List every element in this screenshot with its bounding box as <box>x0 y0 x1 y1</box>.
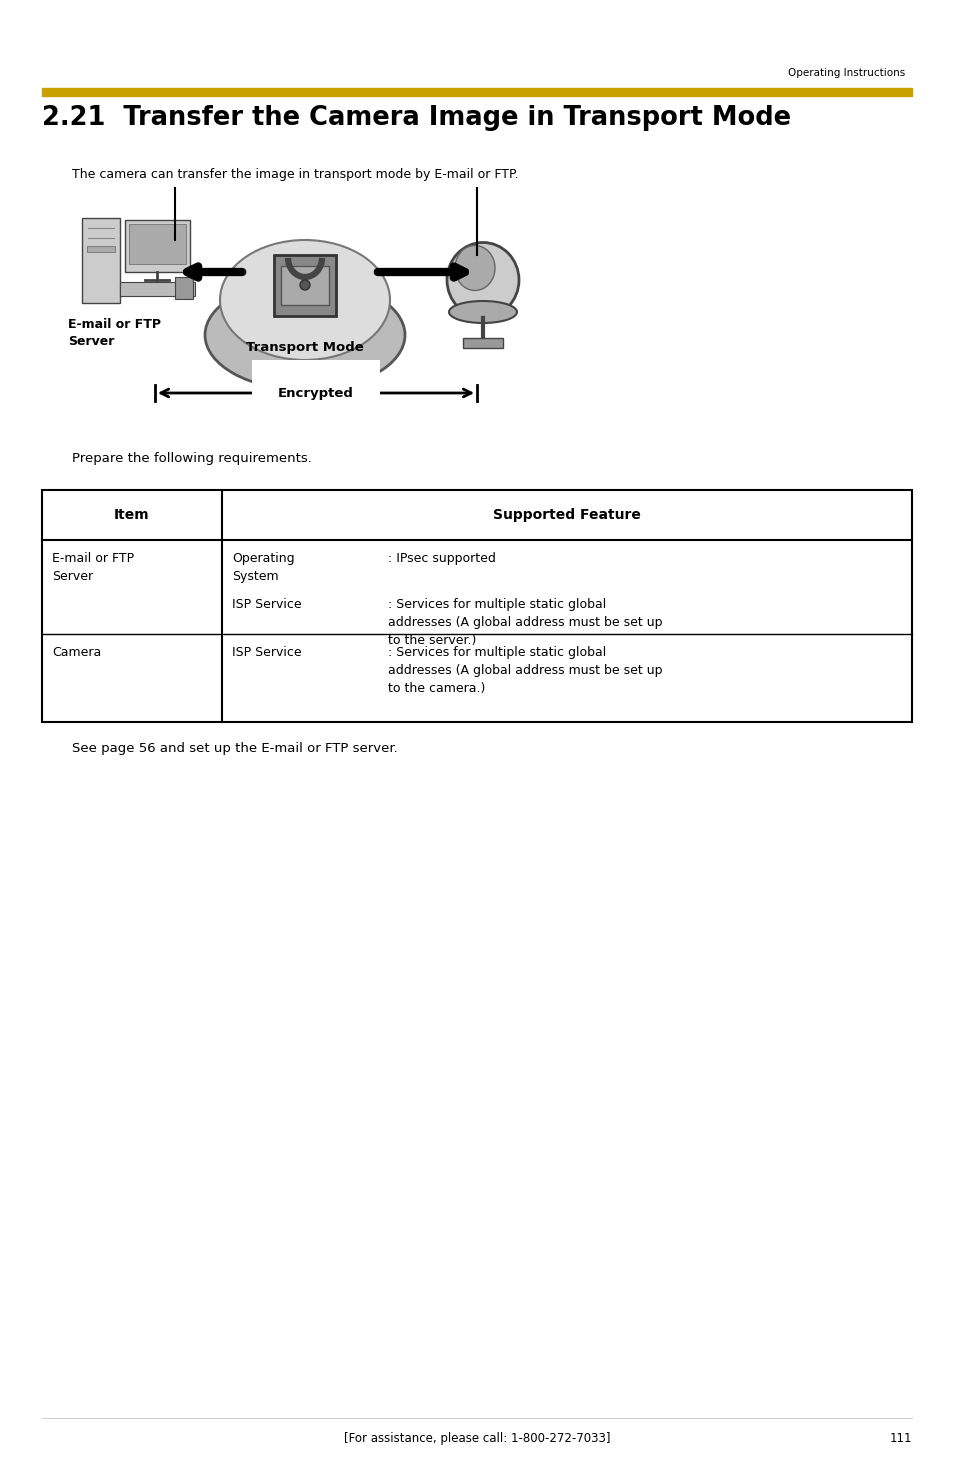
Bar <box>129 224 186 264</box>
Bar <box>125 220 190 271</box>
Text: : IPsec supported: : IPsec supported <box>388 552 496 565</box>
Ellipse shape <box>455 245 495 291</box>
Text: E-mail or FTP
Server: E-mail or FTP Server <box>68 319 161 348</box>
Text: Prepare the following requirements.: Prepare the following requirements. <box>71 451 312 465</box>
Text: [For assistance, please call: 1-800-272-7033]: [For assistance, please call: 1-800-272-… <box>343 1432 610 1446</box>
Text: ISP Service: ISP Service <box>232 597 301 611</box>
Text: The camera can transfer the image in transport mode by E-mail or FTP.: The camera can transfer the image in tra… <box>71 168 518 181</box>
Bar <box>120 282 194 296</box>
Bar <box>274 255 335 316</box>
Bar <box>87 246 115 252</box>
Ellipse shape <box>447 242 518 317</box>
Text: Item: Item <box>114 507 150 522</box>
Text: ISP Service: ISP Service <box>232 646 301 659</box>
Text: Operating Instructions: Operating Instructions <box>787 68 904 78</box>
Text: Encrypted: Encrypted <box>277 386 354 400</box>
Text: 111: 111 <box>888 1432 911 1446</box>
Bar <box>82 218 120 302</box>
Bar <box>42 88 911 96</box>
Bar <box>174 277 193 299</box>
Bar <box>281 266 329 305</box>
Text: Camera: Camera <box>52 646 101 659</box>
Text: Supported Feature: Supported Feature <box>493 507 640 522</box>
Ellipse shape <box>205 280 405 389</box>
Ellipse shape <box>220 240 390 360</box>
Text: : Services for multiple static global
addresses (A global address must be set up: : Services for multiple static global ad… <box>388 646 661 695</box>
Ellipse shape <box>449 301 517 323</box>
Text: Transport Mode: Transport Mode <box>246 342 363 354</box>
Text: E-mail or FTP
Server: E-mail or FTP Server <box>52 552 134 583</box>
Text: Operating
System: Operating System <box>232 552 294 583</box>
Text: 2.21  Transfer the Camera Image in Transport Mode: 2.21 Transfer the Camera Image in Transp… <box>42 105 790 131</box>
Bar <box>42 490 911 721</box>
Text: See page 56 and set up the E-mail or FTP server.: See page 56 and set up the E-mail or FTP… <box>71 742 397 755</box>
Ellipse shape <box>299 280 310 291</box>
Text: : Services for multiple static global
addresses (A global address must be set up: : Services for multiple static global ad… <box>388 597 661 648</box>
Bar <box>462 338 502 348</box>
